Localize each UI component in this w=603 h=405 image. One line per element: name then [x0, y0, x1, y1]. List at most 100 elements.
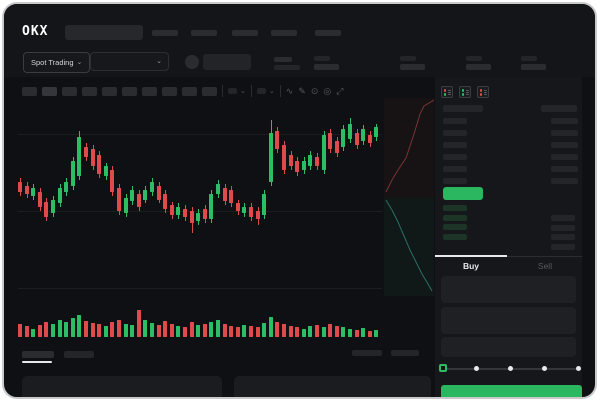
volume-bar: [143, 320, 148, 337]
slider-stop[interactable]: [575, 366, 581, 371]
candlestick-chart[interactable]: [18, 100, 382, 340]
ask-amount-placeholder: [551, 166, 578, 172]
candle-body: [156, 185, 161, 200]
bid-amount-placeholder: [551, 224, 575, 231]
stat-value: [466, 64, 491, 70]
volume-bar: [354, 329, 359, 337]
change-placeholder: [274, 57, 292, 62]
nav-item[interactable]: [191, 30, 217, 36]
candle-body: [117, 187, 121, 212]
candle-body: [31, 187, 36, 196]
icon-color-column: [479, 88, 483, 96]
total-input[interactable]: [441, 337, 576, 357]
toolbar-button[interactable]: [122, 86, 137, 96]
candle-body: [18, 182, 22, 192]
volume-bar: [130, 325, 135, 337]
tab-buy[interactable]: Buy: [462, 261, 480, 271]
depth-bid-line: [385, 199, 433, 292]
pair-dropdown[interactable]: ⌄: [90, 52, 169, 71]
toolbar-button[interactable]: [142, 86, 157, 96]
amount-slider[interactable]: [439, 364, 581, 372]
order-book-trade-panel: Buy Sell: [435, 77, 582, 397]
bottom-right-button[interactable]: [352, 350, 382, 356]
toolbar-button[interactable]: [182, 86, 197, 96]
interval-selector[interactable]: ⌄: [228, 88, 246, 95]
market-type-selector[interactable]: Spot Trading ⌄: [23, 52, 91, 73]
line-type-icon[interactable]: ∿: [285, 85, 294, 96]
toolbar-button[interactable]: [162, 86, 177, 96]
toolbar-button[interactable]: [62, 86, 77, 96]
app-window: OKX Spot Trading ⌄ ⌄ ⌄ ⌄ ∿ ✎ ⊙ ◎ ⤢: [2, 2, 597, 399]
volume-bar: [348, 328, 352, 337]
candle-body: [169, 205, 174, 216]
candle-style-selector[interactable]: ⌄: [256, 88, 275, 95]
slider-stop[interactable]: [541, 366, 547, 371]
fullscreen-icon[interactable]: ⤢: [336, 85, 344, 96]
ob-header-right: [541, 105, 577, 112]
volume-bar: [328, 323, 333, 337]
volume-bars: [18, 100, 382, 340]
volume-bar: [189, 322, 194, 337]
candle-body: [328, 133, 333, 149]
candle-body: [268, 133, 273, 182]
volume-bar: [242, 324, 247, 337]
slider-stop[interactable]: [474, 366, 480, 371]
candle-body: [341, 129, 346, 147]
chevron-down-icon: ⌄: [156, 58, 162, 65]
candle-body: [77, 137, 82, 177]
volume-bar: [367, 330, 372, 337]
nav-item[interactable]: [315, 30, 341, 36]
toolbar-button[interactable]: [22, 86, 37, 96]
volume-bar: [255, 327, 260, 337]
toolbar-button[interactable]: [82, 86, 97, 96]
search-input[interactable]: [65, 25, 143, 40]
draw-icon[interactable]: ✎: [298, 85, 306, 96]
ask-price-placeholder: [443, 166, 467, 172]
toolbar-button[interactable]: [202, 86, 217, 96]
bid-price-placeholder: [443, 214, 467, 221]
candle-body: [136, 193, 141, 208]
volume-bar: [334, 325, 339, 337]
top-bar: OKX Spot Trading ⌄ ⌄: [4, 4, 595, 77]
buy-submit-button[interactable]: [441, 385, 582, 397]
candle-body: [354, 133, 359, 145]
candle-body: [24, 185, 29, 194]
bottom-right-button[interactable]: [391, 350, 419, 356]
ask-amount-placeholder: [551, 130, 578, 136]
divider: [279, 85, 281, 97]
candle-body: [315, 156, 319, 167]
slider-handle[interactable]: [439, 364, 447, 372]
toolbar-button[interactable]: [102, 86, 117, 96]
book-view-asks-icon[interactable]: [477, 86, 489, 98]
candle-body: [209, 193, 214, 220]
ask-price-placeholder: [443, 142, 467, 148]
bottom-tab-active[interactable]: [22, 351, 54, 358]
candle-body: [202, 209, 207, 220]
bottom-tab[interactable]: [64, 351, 94, 358]
bottom-panel-left: [22, 376, 222, 397]
camera-icon[interactable]: ⊙: [310, 85, 319, 96]
amount-input[interactable]: [441, 307, 576, 334]
volume-bar: [288, 325, 293, 337]
candle-body: [70, 160, 75, 186]
ask-price-placeholder: [443, 178, 467, 184]
stat-label: [314, 56, 330, 61]
candle-body: [282, 144, 286, 171]
book-view-both-icon[interactable]: [441, 86, 453, 98]
book-view-bids-icon[interactable]: [459, 86, 471, 98]
volume-bar: [275, 321, 280, 337]
nav-item[interactable]: [152, 30, 178, 36]
price-input[interactable]: [441, 276, 576, 303]
slider-stop[interactable]: [508, 366, 513, 371]
volume-bar: [202, 324, 207, 337]
nav-item[interactable]: [271, 30, 297, 36]
chevron-down-icon: ⌄: [76, 59, 83, 66]
candle-body: [57, 187, 62, 204]
bid-price-placeholder: [443, 224, 467, 231]
tab-sell[interactable]: Sell: [537, 261, 553, 271]
nav-item[interactable]: [232, 30, 258, 36]
toolbar-button[interactable]: [42, 86, 57, 96]
stat-label: [400, 56, 416, 61]
settings-icon[interactable]: ◎: [323, 85, 332, 96]
volume-bar: [51, 323, 55, 337]
